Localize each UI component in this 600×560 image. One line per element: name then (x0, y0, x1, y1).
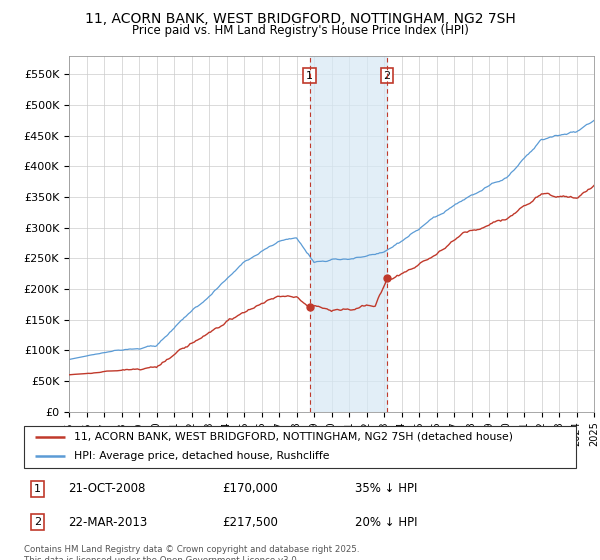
Text: 1: 1 (306, 71, 313, 81)
Bar (310, 56, 387, 412)
Text: Contains HM Land Registry data © Crown copyright and database right 2025.
This d: Contains HM Land Registry data © Crown c… (24, 545, 359, 560)
Text: 20% ↓ HPI: 20% ↓ HPI (355, 516, 418, 529)
FancyBboxPatch shape (24, 426, 576, 468)
Text: Price paid vs. HM Land Registry's House Price Index (HPI): Price paid vs. HM Land Registry's House … (131, 24, 469, 36)
Text: 2: 2 (34, 517, 41, 527)
Text: 21-OCT-2008: 21-OCT-2008 (68, 482, 146, 495)
Text: HPI: Average price, detached house, Rushcliffe: HPI: Average price, detached house, Rush… (74, 451, 329, 461)
Text: 2: 2 (383, 71, 391, 81)
Text: 11, ACORN BANK, WEST BRIDGFORD, NOTTINGHAM, NG2 7SH: 11, ACORN BANK, WEST BRIDGFORD, NOTTINGH… (85, 12, 515, 26)
Text: 11, ACORN BANK, WEST BRIDGFORD, NOTTINGHAM, NG2 7SH (detached house): 11, ACORN BANK, WEST BRIDGFORD, NOTTINGH… (74, 432, 512, 442)
Text: £217,500: £217,500 (223, 516, 278, 529)
Text: 22-MAR-2013: 22-MAR-2013 (68, 516, 148, 529)
Text: 35% ↓ HPI: 35% ↓ HPI (355, 482, 418, 495)
Text: 1: 1 (34, 484, 41, 494)
Text: £170,000: £170,000 (223, 482, 278, 495)
